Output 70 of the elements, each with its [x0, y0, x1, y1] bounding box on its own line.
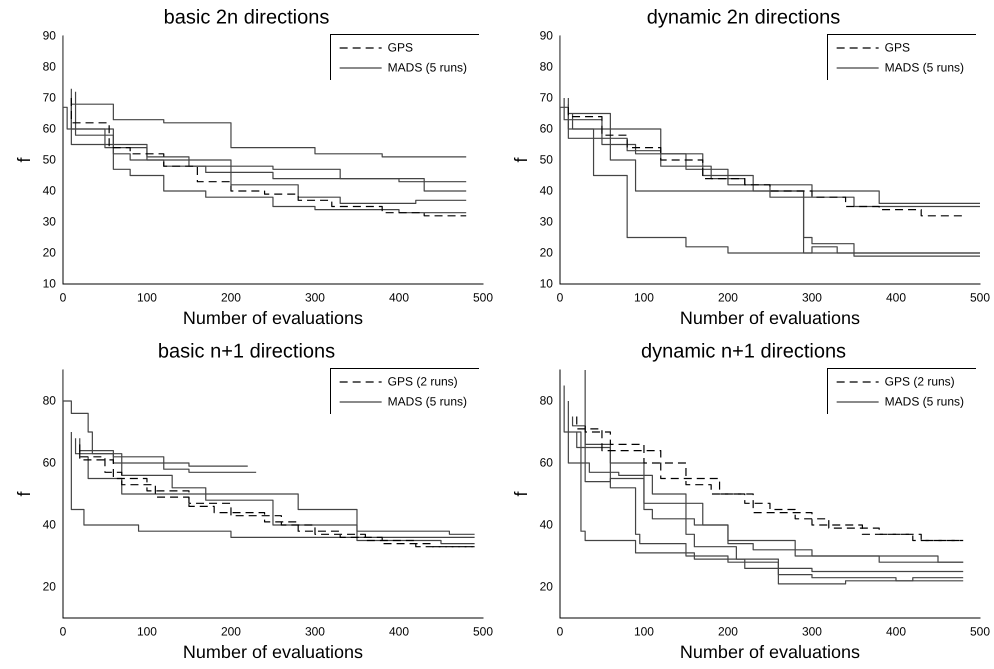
- y-tick-label: 60: [540, 121, 554, 136]
- x-tick-label: 100: [634, 290, 654, 305]
- x-tick-label: 200: [220, 624, 242, 639]
- y-tick-label: 60: [42, 455, 56, 470]
- y-tick-label: 20: [42, 245, 56, 260]
- y-tick-label: 60: [42, 121, 56, 136]
- x-tick-label: 400: [388, 290, 410, 305]
- legend-label: MADS (5 runs): [884, 394, 964, 408]
- y-axis-title: f: [14, 156, 34, 163]
- chart-title: dynamic 2n directions: [646, 6, 840, 29]
- y-tick-label: 80: [42, 59, 56, 74]
- chart-title: basic 2n directions: [164, 6, 330, 29]
- y-axis-title: f: [510, 490, 531, 497]
- x-axis-title: Number of evaluations: [680, 642, 860, 662]
- x-tick-label: 100: [136, 290, 158, 305]
- x-tick-label: 300: [802, 290, 822, 305]
- x-tick-label: 0: [60, 290, 67, 305]
- legend-label: MADS (5 runs): [884, 60, 964, 74]
- y-tick-label: 50: [540, 152, 554, 166]
- y-tick-label: 50: [42, 152, 56, 166]
- y-tick-label: 40: [540, 517, 554, 532]
- x-tick-label: 100: [634, 624, 654, 639]
- x-tick-label: 300: [304, 290, 326, 305]
- y-tick-label: 90: [42, 28, 56, 42]
- x-tick-label: 500: [472, 624, 494, 639]
- y-tick-label: 10: [42, 276, 56, 290]
- y-tick-label: 30: [42, 214, 56, 228]
- x-tick-label: 0: [556, 290, 564, 305]
- x-tick-label: 500: [970, 290, 990, 305]
- legend-label: GPS (2 runs): [388, 374, 458, 388]
- y-axis-title: f: [510, 156, 531, 163]
- x-tick-label: 500: [472, 290, 494, 305]
- x-tick-label: 400: [388, 624, 410, 639]
- y-tick-label: 10: [540, 276, 554, 290]
- x-tick-label: 500: [970, 624, 990, 639]
- chart-title: basic n+1 directions: [158, 340, 336, 363]
- x-tick-label: 300: [304, 624, 326, 639]
- x-tick-label: 300: [802, 624, 822, 639]
- x-tick-label: 100: [136, 624, 158, 639]
- x-axis-title: Number of evaluations: [680, 308, 860, 328]
- x-axis-title: Number of evaluations: [182, 642, 364, 662]
- y-tick-label: 80: [540, 393, 554, 408]
- chart-title: dynamic n+1 directions: [640, 340, 846, 363]
- x-tick-label: 200: [718, 290, 738, 305]
- y-tick-label: 80: [42, 393, 56, 408]
- y-tick-label: 20: [540, 579, 554, 594]
- legend-label: MADS (5 runs): [388, 60, 468, 74]
- x-tick-label: 400: [886, 290, 906, 305]
- legend-label: GPS: [388, 40, 413, 54]
- y-tick-label: 20: [42, 579, 56, 594]
- y-axis-title: f: [14, 490, 34, 497]
- y-tick-label: 70: [540, 90, 554, 104]
- y-tick-label: 20: [540, 245, 554, 260]
- x-axis-title: Number of evaluations: [182, 308, 364, 328]
- x-tick-label: 400: [886, 624, 906, 639]
- y-tick-label: 90: [540, 28, 554, 42]
- y-tick-label: 30: [540, 214, 554, 228]
- x-tick-label: 200: [718, 624, 738, 639]
- x-tick-label: 200: [220, 290, 242, 305]
- legend-label: GPS (2 runs): [884, 374, 955, 388]
- x-tick-label: 0: [60, 624, 67, 639]
- y-tick-label: 40: [540, 183, 554, 198]
- y-tick-label: 40: [42, 517, 56, 532]
- x-tick-label: 0: [556, 624, 564, 639]
- y-tick-label: 80: [540, 59, 554, 74]
- legend-label: GPS: [884, 40, 910, 54]
- legend-label: MADS (5 runs): [388, 394, 468, 408]
- y-tick-label: 60: [540, 455, 554, 470]
- y-tick-label: 40: [42, 183, 56, 198]
- y-tick-label: 70: [42, 90, 56, 104]
